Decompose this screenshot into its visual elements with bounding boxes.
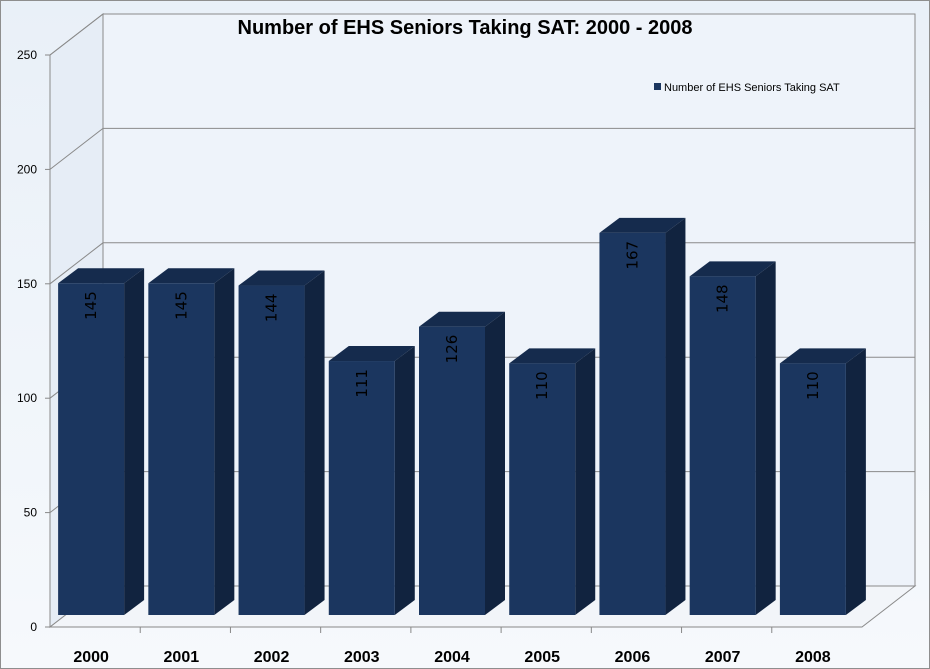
bar-top bbox=[148, 268, 235, 284]
bar-front bbox=[599, 232, 666, 616]
bar-top bbox=[509, 348, 596, 364]
data-label: 111 bbox=[353, 369, 371, 398]
gridline bbox=[49, 127, 915, 170]
bar-front bbox=[689, 276, 756, 615]
bar-front bbox=[779, 363, 846, 615]
bar-top bbox=[689, 261, 776, 277]
y-tick-label: 50 bbox=[24, 506, 38, 520]
bar-side bbox=[575, 348, 596, 615]
data-label: 126 bbox=[443, 335, 461, 364]
y-tick-label: 100 bbox=[17, 391, 37, 405]
data-labels: 145 145 144 111 126 110 167 148 110 bbox=[82, 241, 822, 400]
bar-front bbox=[58, 283, 125, 615]
bar-side bbox=[214, 268, 235, 615]
bar-front bbox=[509, 363, 576, 615]
data-label: 110 bbox=[533, 371, 551, 400]
bar-side bbox=[394, 346, 415, 615]
bar-front bbox=[328, 361, 395, 615]
data-label: 145 bbox=[82, 291, 100, 320]
bar-side bbox=[845, 348, 866, 615]
bar-side bbox=[485, 311, 505, 615]
bar-side bbox=[755, 261, 776, 615]
bar-top bbox=[419, 311, 505, 327]
chart-title: Number of EHS Seniors Taking SAT: 2000 -… bbox=[238, 17, 693, 39]
x-tick-label: 2005 bbox=[524, 649, 560, 666]
bar-top bbox=[599, 217, 686, 233]
x-tick-label: 2000 bbox=[73, 649, 109, 666]
x-tick-label: 2001 bbox=[164, 649, 200, 666]
y-tick-label: 0 bbox=[30, 620, 37, 634]
data-label: 167 bbox=[623, 241, 641, 270]
bar-front bbox=[419, 326, 485, 615]
axes: 0 50 100 150 200 250 2000 2001 2002 2003 2004 2005 2… bbox=[17, 48, 862, 666]
bar-side bbox=[304, 270, 325, 615]
legend-label: Number of EHS Seniors Taking SAT bbox=[664, 82, 840, 94]
bar-front bbox=[148, 283, 215, 615]
x-tick-label: 2003 bbox=[344, 649, 380, 666]
gridline bbox=[49, 13, 915, 56]
bar bbox=[238, 270, 325, 615]
bar-top bbox=[58, 268, 145, 284]
x-tick-label: 2006 bbox=[615, 649, 651, 666]
bar bbox=[328, 346, 415, 615]
bar-top bbox=[328, 346, 415, 362]
y-tick-label: 250 bbox=[17, 48, 37, 62]
data-label: 110 bbox=[804, 371, 822, 400]
x-tick-label: 2002 bbox=[254, 649, 290, 666]
bar-front bbox=[238, 285, 305, 615]
bar-top bbox=[779, 348, 866, 364]
x-tick-label: 2008 bbox=[795, 649, 831, 666]
bar bbox=[148, 268, 235, 615]
x-tick-label: 2007 bbox=[705, 649, 741, 666]
bar bbox=[509, 348, 596, 615]
y-tick-label: 200 bbox=[17, 162, 37, 176]
data-label: 145 bbox=[172, 291, 190, 320]
bar bbox=[58, 268, 145, 615]
bars bbox=[58, 217, 866, 616]
bar bbox=[689, 261, 776, 615]
legend-swatch bbox=[654, 83, 661, 90]
bar bbox=[779, 348, 866, 615]
bar-side bbox=[665, 217, 686, 616]
legend: Number of EHS Seniors Taking SAT bbox=[654, 82, 840, 94]
bar bbox=[599, 217, 686, 616]
data-label: 148 bbox=[714, 284, 732, 313]
bar-top bbox=[238, 270, 325, 286]
y-tick-label: 150 bbox=[17, 277, 37, 291]
data-label: 144 bbox=[263, 294, 281, 323]
bar-side bbox=[124, 268, 145, 615]
bar bbox=[419, 311, 505, 615]
x-tick-label: 2004 bbox=[434, 649, 470, 666]
